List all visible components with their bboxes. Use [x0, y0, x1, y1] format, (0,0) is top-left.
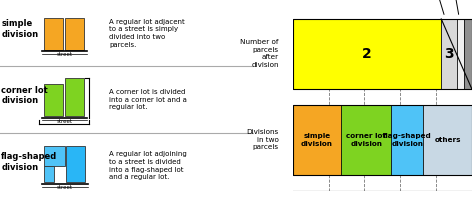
Bar	[45, 84, 64, 116]
Bar	[391, 105, 423, 175]
Text: 5-: 5-	[449, 0, 459, 14]
Bar	[65, 18, 84, 50]
Text: A regular lot adjoining
to a street is divided
into a flag-shaped lot
and a regu: A regular lot adjoining to a street is d…	[109, 151, 187, 180]
Bar	[293, 105, 341, 175]
Bar	[293, 19, 472, 89]
Text: others: others	[434, 137, 461, 143]
Text: street: street	[56, 52, 73, 57]
Bar	[457, 19, 465, 89]
Text: 4: 4	[431, 0, 444, 15]
Text: flag-shaped
division: flag-shaped division	[1, 152, 57, 172]
Text: A corner lot is divided
into a corner lot and a
regular lot.: A corner lot is divided into a corner lo…	[109, 89, 187, 110]
Bar	[341, 105, 391, 175]
Text: simple
division: simple division	[1, 20, 38, 39]
Text: corner lot
division: corner lot division	[346, 133, 386, 146]
Text: simple
division: simple division	[301, 133, 333, 146]
Text: Divisions
in two
parcels: Divisions in two parcels	[246, 129, 279, 150]
Bar	[441, 19, 457, 89]
Text: 2: 2	[362, 47, 372, 61]
Bar	[293, 105, 472, 175]
Text: 3: 3	[445, 47, 454, 61]
Text: Number of
parcels
after
division: Number of parcels after division	[240, 39, 279, 68]
Text: street: street	[57, 185, 73, 190]
Text: corner lot
division: corner lot division	[1, 86, 48, 105]
Text: flag-shaped
division: flag-shaped division	[383, 133, 432, 146]
Bar	[293, 19, 441, 89]
Text: A regular lot adjacent
to a street is simply
divided into two
parcels.: A regular lot adjacent to a street is si…	[109, 19, 185, 48]
Bar	[66, 146, 85, 182]
Bar	[45, 18, 64, 50]
Bar	[423, 105, 472, 175]
Text: street: street	[56, 119, 73, 124]
Bar	[65, 78, 84, 116]
Bar	[465, 19, 472, 89]
Bar	[45, 167, 54, 182]
Bar	[45, 146, 64, 167]
